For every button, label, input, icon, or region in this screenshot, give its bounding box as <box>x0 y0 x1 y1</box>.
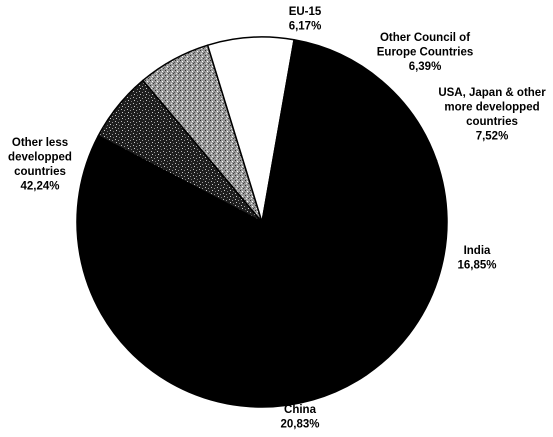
slice-category-label: countries <box>466 116 518 128</box>
slice-category-label: developped <box>8 152 72 164</box>
pie-slice <box>261 39 438 223</box>
slice-category-label: EU-15 <box>289 6 322 18</box>
pie-slice <box>261 159 448 376</box>
slice-category-label: Other less <box>12 137 68 149</box>
slice-category-label: more developped <box>444 102 539 114</box>
slice-label-group: India 16,85% <box>457 245 496 272</box>
slice-value-label: 42,24% <box>20 181 59 193</box>
slice-label-group: Other less developped countries 42,24% <box>8 137 72 193</box>
slice-label-group: EU-15 6,17% <box>289 6 322 33</box>
slice-category-label: USA, Japan & other <box>438 87 546 99</box>
pie-slice <box>76 135 368 408</box>
slice-value-label: 16,85% <box>457 260 496 272</box>
slice-value-label: 20,83% <box>280 419 319 431</box>
slice-category-label: China <box>284 404 317 416</box>
pie-labels: EU-15 6,17% Other Council of Europe Countri… <box>8 6 546 431</box>
slice-category-label: India <box>464 245 491 257</box>
pie-slices <box>76 36 448 408</box>
slice-label-group: China 20,83% <box>280 404 319 431</box>
slice-value-label: 7,52% <box>476 131 509 143</box>
slice-category-label: Other Council of <box>380 32 470 44</box>
slice-category-label: Europe Countries <box>377 47 473 59</box>
slice-label-group: Other Council of Europe Countries 6,39% <box>377 32 473 73</box>
slice-value-label: 6,17% <box>289 21 322 33</box>
slice-category-label: countries <box>14 166 66 178</box>
slice-value-label: 6,39% <box>409 61 442 73</box>
slice-label-group: USA, Japan & other more developped countri… <box>438 87 546 143</box>
